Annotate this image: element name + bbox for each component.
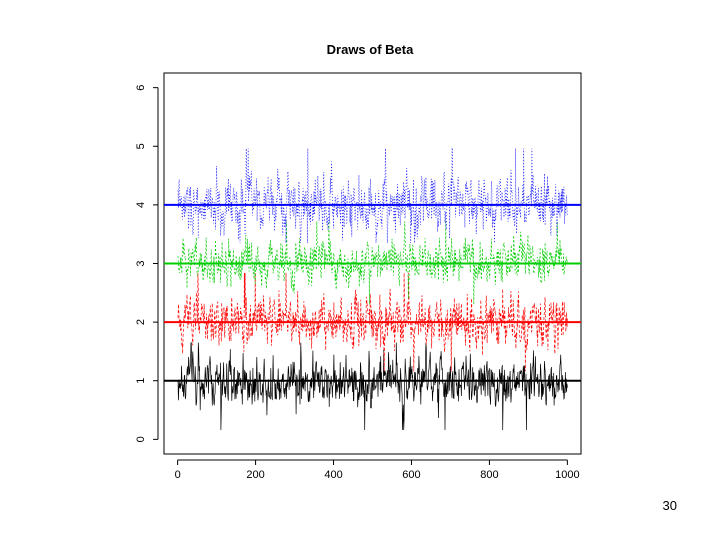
y-tick-label: 3 [135, 260, 147, 266]
y-tick-label: 1 [135, 378, 147, 384]
x-tick-label: 200 [246, 469, 264, 481]
y-tick-label: 5 [135, 143, 147, 149]
chart-title: Draws of Beta [327, 42, 414, 57]
series-layer [177, 147, 568, 431]
x-tick-label: 800 [480, 469, 498, 481]
x-tick-label: 600 [402, 469, 420, 481]
x-tick-label: 0 [175, 469, 181, 481]
x-axis: 0 200 400 600 800 1000 [175, 459, 580, 481]
series-beta-1-trace [177, 341, 568, 431]
y-axis: 0 1 2 3 4 5 6 [135, 85, 159, 442]
y-tick-label: 6 [135, 85, 147, 91]
reference-lines [164, 203, 581, 382]
series-beta-3-trace [177, 221, 568, 305]
y-tick-label: 2 [135, 319, 147, 325]
series-beta-4-trace [177, 147, 568, 244]
page-number: 30 [662, 498, 677, 513]
y-tick-label: 0 [135, 436, 147, 442]
y-tick-label: 4 [135, 202, 147, 208]
series-beta-2-trace [177, 272, 568, 372]
x-tick-label: 400 [324, 469, 342, 481]
x-tick-label: 1000 [555, 469, 579, 481]
